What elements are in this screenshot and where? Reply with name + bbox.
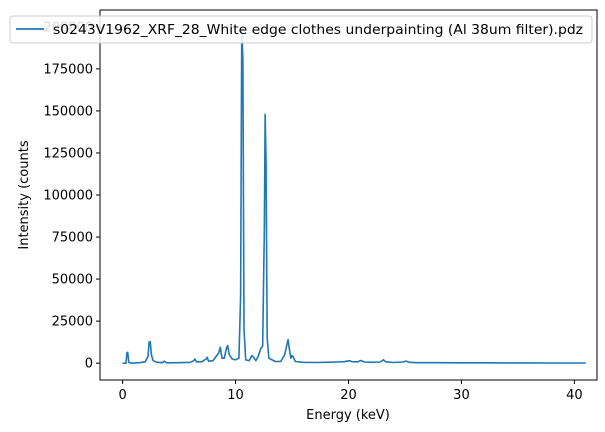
y-tick-label: 0 [85, 357, 93, 372]
x-axis: 0 10 20 30 40 [118, 380, 583, 403]
x-tick-label: 40 [566, 388, 583, 403]
y-tick-label: 25000 [52, 315, 93, 330]
y-tick-label: 100000 [43, 189, 93, 204]
y-tick-label: 75000 [52, 231, 93, 246]
y-axis-label: Intensity (counts [17, 140, 32, 249]
y-tick-label: 50000 [52, 273, 93, 288]
series-line [122, 26, 586, 364]
y-tick-label: 150000 [43, 104, 93, 119]
y-tick-label: 125000 [43, 146, 93, 161]
x-tick-label: 0 [118, 388, 126, 403]
y-tick-label: 175000 [43, 62, 93, 77]
legend: s0243V1962_XRF_28_White edge clothes und… [9, 15, 593, 44]
x-axis-label: Energy (keV) [306, 408, 390, 423]
legend-entry: s0243V1962_XRF_28_White edge clothes und… [53, 23, 583, 38]
x-tick-label: 30 [453, 388, 470, 403]
legend-box [9, 15, 593, 44]
x-tick-label: 20 [340, 388, 357, 403]
y-axis: 0 25000 50000 75000 100000 125000 150000 175000… [43, 20, 100, 372]
x-tick-label: 10 [227, 388, 244, 403]
plot-area [99, 9, 598, 381]
